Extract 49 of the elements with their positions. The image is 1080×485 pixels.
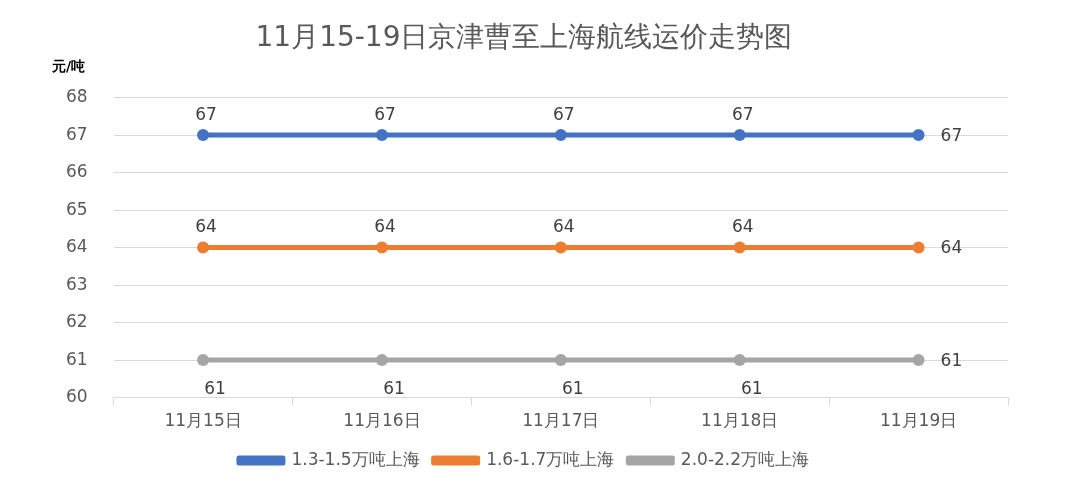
- point: [197, 129, 210, 142]
- legend-label: 2.0-2.2万吨上海: [680, 448, 810, 469]
- y-tick-label: 64: [65, 236, 88, 257]
- y-tick-label: 62: [65, 311, 88, 332]
- data-label: 67: [731, 103, 754, 124]
- data-label: 64: [553, 216, 575, 237]
- point: [375, 354, 388, 367]
- data-label: 61: [740, 377, 763, 398]
- point: [912, 241, 925, 254]
- x-tick-label: 11月18日: [701, 410, 779, 431]
- y-tick-label: 66: [65, 161, 88, 182]
- data-label: 61: [940, 349, 963, 370]
- legend-label: 1.6-1.7万吨上海: [486, 448, 615, 469]
- data-label: 67: [374, 103, 396, 124]
- point: [197, 241, 210, 254]
- data-label: 67: [940, 124, 963, 145]
- point: [554, 241, 567, 254]
- point: [912, 354, 925, 367]
- y-tick-label: 60: [65, 386, 88, 407]
- data-label: 64: [374, 216, 396, 237]
- y-tick-label: 61: [65, 348, 88, 369]
- data-label: 64: [731, 216, 754, 237]
- x-tick-label: 11月15日: [164, 410, 242, 431]
- point: [375, 241, 388, 254]
- data-label: 67: [195, 103, 217, 124]
- y-tick-label: 68: [65, 86, 88, 107]
- point: [733, 354, 746, 367]
- chart-title: 11月15-19日京津曹至上海航线运价走势图: [255, 20, 793, 54]
- y-tick-label: 65: [65, 198, 88, 219]
- point: [912, 129, 925, 142]
- data-label: 64: [940, 237, 963, 258]
- data-label: 61: [562, 377, 584, 398]
- point: [554, 354, 567, 367]
- y-tick-label: 63: [65, 273, 88, 294]
- point: [554, 129, 567, 142]
- point: [733, 241, 746, 254]
- x-tick-label: 11月19日: [879, 410, 958, 431]
- y-tick-label: 67: [65, 123, 88, 144]
- data-label: 61: [383, 377, 405, 398]
- x-tick-label: 11月16日: [343, 410, 421, 431]
- legend-label: 1.3-1.5万吨上海: [291, 448, 420, 469]
- data-label: 64: [195, 216, 217, 237]
- point: [197, 354, 210, 367]
- data-label: 61: [204, 377, 226, 398]
- y-axis-title: 元/吨: [51, 58, 86, 75]
- data-label: 67: [553, 103, 575, 124]
- point: [375, 129, 388, 142]
- point: [733, 129, 746, 142]
- x-tick-label: 11月17日: [522, 410, 600, 431]
